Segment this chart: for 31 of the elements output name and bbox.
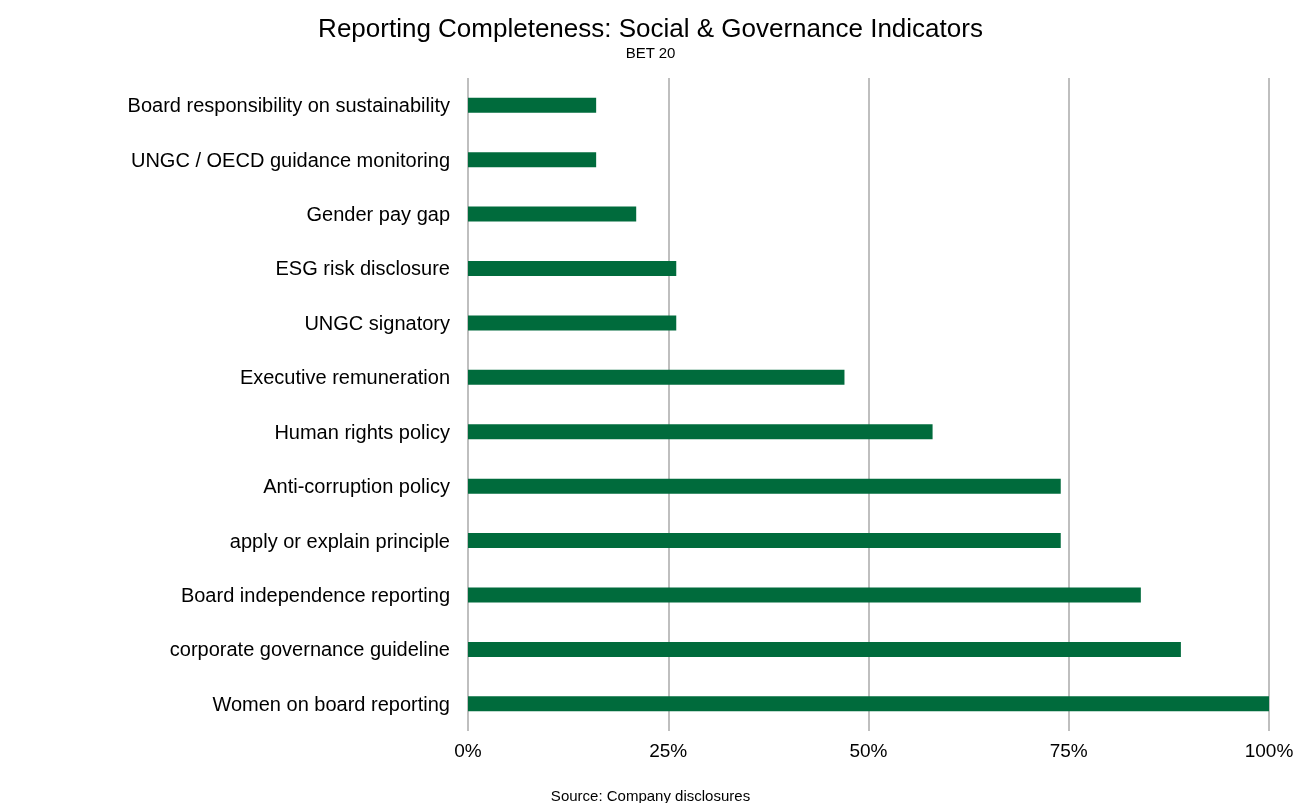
bar	[468, 315, 677, 331]
bar	[468, 641, 1181, 657]
bar	[468, 478, 1061, 494]
y-tick-label: ESG risk disclosure	[275, 257, 450, 280]
bar	[468, 152, 597, 168]
bar	[468, 587, 1141, 603]
x-tick-label: 50%	[849, 740, 888, 761]
y-tick-label: apply or explain principle	[229, 529, 450, 552]
x-tick-label: 100%	[1244, 740, 1294, 761]
x-tick-label: 75%	[1049, 740, 1088, 761]
bar	[468, 369, 845, 385]
bar	[468, 424, 933, 440]
bar	[468, 97, 597, 113]
y-tick-label: Women on board reporting	[212, 692, 450, 715]
chart-title: Reporting Completeness: Social & Governance Indicators	[318, 13, 983, 43]
y-tick-label: Executive remuneration	[239, 366, 450, 389]
x-tick-label: 25%	[649, 740, 688, 761]
y-tick-label: Anti-corruption policy	[263, 475, 450, 498]
chart-subtitle: BET 20	[625, 44, 676, 61]
bar	[468, 206, 637, 222]
bar	[468, 260, 677, 276]
y-tick-label: UNGC / OECD guidance monitoring	[130, 148, 450, 171]
y-tick-label: corporate governance guideline	[169, 638, 450, 661]
y-tick-label: Board independence reporting	[180, 583, 450, 606]
y-tick-label: Human rights policy	[274, 420, 450, 443]
x-tick-label: 0%	[454, 740, 482, 761]
y-tick-label: Board responsibility on sustainability	[127, 94, 450, 117]
y-tick-label: Gender pay gap	[306, 203, 450, 226]
bar	[468, 696, 1269, 712]
bar	[468, 533, 1061, 549]
y-tick-label: UNGC signatory	[304, 311, 450, 334]
